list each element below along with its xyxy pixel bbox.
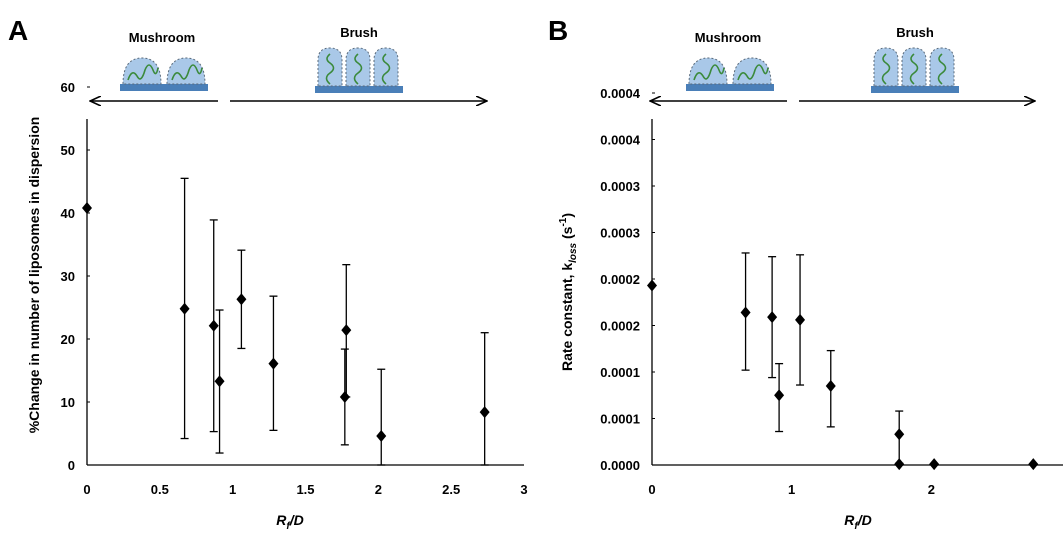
x-axis-title-a: Rf/D bbox=[276, 512, 303, 532]
x-tick-label-a: 2 bbox=[375, 482, 382, 497]
brush-schematic-icon-a bbox=[315, 47, 403, 93]
y-tick-label-b: 0.0000 bbox=[600, 458, 640, 473]
data-point-b bbox=[894, 428, 905, 441]
x-tick-label-a: 1 bbox=[229, 482, 236, 497]
data-point-b bbox=[825, 379, 836, 392]
x-tick-label-b: 2 bbox=[928, 482, 935, 497]
x-tick-label-b: 1 bbox=[788, 482, 795, 497]
marks-a bbox=[82, 177, 490, 466]
y-axis-title-b: Rate constant, kloss (s-1) bbox=[558, 213, 579, 371]
y-tick-label-b: 0.0004 bbox=[600, 133, 641, 148]
data-point-b bbox=[929, 458, 940, 471]
marks-b bbox=[647, 252, 1039, 471]
y-axis-title-b-rest: (s bbox=[559, 226, 575, 243]
y-axis-title-b-main: Rate constant, k bbox=[559, 263, 575, 371]
data-point-a bbox=[82, 201, 92, 214]
data-point-a bbox=[341, 324, 352, 337]
mushroom-label-b: Mushroom bbox=[695, 30, 761, 45]
panel-a: A Mushroom Brush 0 10 20 30 40 50 60 0 0.5 1 1.5 2 bbox=[8, 15, 528, 532]
mushroom-label-a: Mushroom bbox=[129, 30, 195, 45]
x-tick-label-a: 0 bbox=[83, 482, 90, 497]
data-point-a bbox=[268, 357, 279, 370]
x-axis-title-b-main: R bbox=[844, 512, 855, 528]
data-point-a bbox=[479, 406, 490, 419]
x-tick-label-b: 0 bbox=[648, 482, 655, 497]
data-point-a bbox=[179, 302, 190, 315]
y-tick-label-a: 20 bbox=[61, 332, 75, 347]
y-tick-label-a: 10 bbox=[61, 395, 75, 410]
data-point-a bbox=[214, 375, 225, 388]
x-tick-label-a: 2.5 bbox=[442, 482, 460, 497]
data-point-a bbox=[208, 319, 219, 332]
data-point-b bbox=[647, 279, 657, 292]
y-tick-label-b: 0.0001 bbox=[600, 412, 640, 427]
data-point-b bbox=[767, 311, 778, 324]
y-tick-label-b: 0.0003 bbox=[600, 179, 640, 194]
x-tick-label-a: 0.5 bbox=[151, 482, 169, 497]
data-point-a bbox=[376, 430, 387, 443]
brush-label-b: Brush bbox=[896, 25, 934, 40]
data-point-b bbox=[1028, 458, 1039, 471]
y-tick-label-a: 50 bbox=[61, 143, 75, 158]
y-axis-title-b-sup: -1 bbox=[558, 217, 569, 226]
y-axis-title-b-end: ) bbox=[559, 213, 575, 218]
data-point-b bbox=[774, 389, 785, 402]
data-point-a bbox=[236, 293, 247, 306]
x-tick-label-a: 1.5 bbox=[296, 482, 314, 497]
x-axis-title-a-main: R bbox=[276, 512, 287, 528]
x-axis-title-b: Rf/D bbox=[844, 512, 871, 532]
panel-b-letter: B bbox=[548, 15, 568, 46]
brush-schematic-icon-b bbox=[871, 47, 959, 93]
y-tick-label-b: 0.0002 bbox=[600, 272, 640, 287]
y-tick-label-a: 40 bbox=[61, 206, 75, 221]
mushroom-schematic-icon-a bbox=[120, 57, 208, 91]
x-axis-title-a-sub: f bbox=[286, 521, 291, 532]
y-tick-label-a: 30 bbox=[61, 269, 75, 284]
mushroom-schematic-icon-b bbox=[686, 57, 774, 91]
y-tick-label-b: 0.0002 bbox=[600, 319, 640, 334]
y-tick-label-b: 0.0004 bbox=[600, 86, 641, 101]
panel-a-letter: A bbox=[8, 15, 28, 46]
x-axis-title-b-sub: f bbox=[854, 521, 859, 532]
error-bar-a bbox=[480, 332, 489, 466]
y-tick-label-a: 0 bbox=[68, 458, 75, 473]
x-axis-title-a-rest: /D bbox=[289, 512, 304, 528]
brush-label-a: Brush bbox=[340, 25, 378, 40]
y-axis-title-a: %Change in number of liposomes in disper… bbox=[26, 117, 42, 434]
data-point-b bbox=[894, 458, 905, 471]
ticks-b: 0.0000 0.0001 0.0001 0.0002 0.0002 0.0003 0.00… bbox=[600, 86, 935, 497]
data-point-b bbox=[795, 313, 806, 326]
y-tick-label-a: 60 bbox=[61, 80, 75, 95]
error-bar-a bbox=[377, 368, 386, 466]
y-tick-label-b: 0.0001 bbox=[600, 365, 640, 380]
x-tick-label-a: 3 bbox=[520, 482, 527, 497]
panel-b: B Mushroom Brush 0.00000.00010.00010.000… bbox=[548, 15, 1063, 532]
data-point-b bbox=[740, 306, 751, 319]
x-axis-title-b-rest: /D bbox=[857, 512, 872, 528]
ticks-a: 0 10 20 30 40 50 60 0 0.5 1 1.5 2 2.5 3 bbox=[61, 80, 528, 497]
y-axis-title-b-sub: loss bbox=[568, 242, 579, 262]
y-tick-label-b: 0.0003 bbox=[600, 226, 640, 241]
